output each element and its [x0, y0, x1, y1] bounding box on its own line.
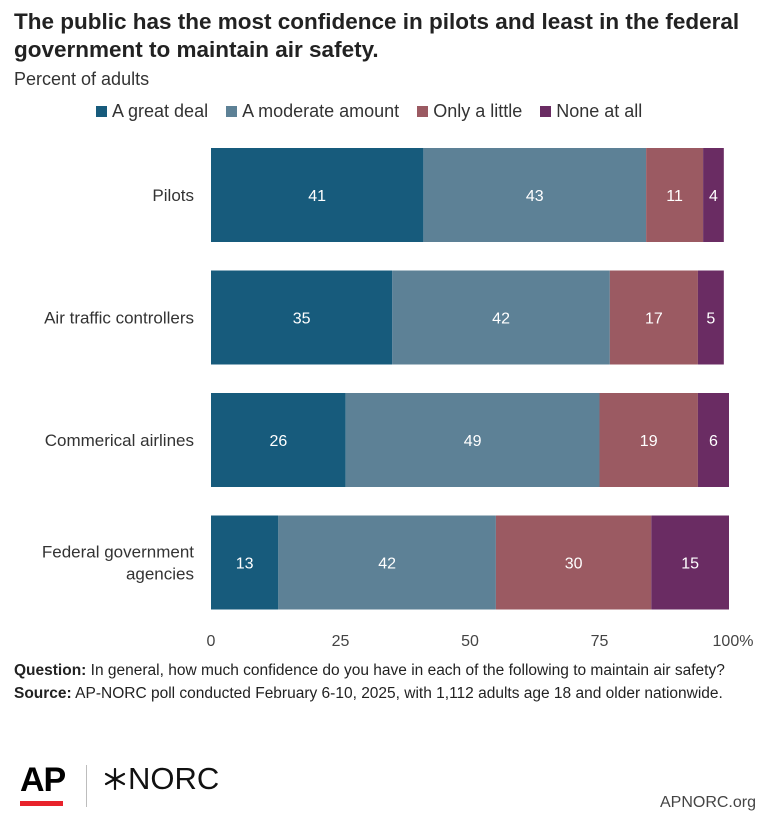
chart-subtitle: Percent of adults [14, 69, 150, 89]
bar-segment-only-a-little-air-traffic-controllers [609, 270, 698, 365]
category-label-air-traffic-controllers: Air traffic controllers [44, 309, 194, 328]
ap-logo: AP [20, 761, 66, 799]
bar-segment-a-moderate-amount-air-traffic-controllers [392, 270, 610, 365]
norc-logo: NORC [104, 761, 219, 797]
legend-label-great-deal: A great deal [112, 101, 209, 121]
source-label: Source: [14, 685, 72, 702]
bar-segment-only-a-little-pilots [646, 148, 704, 242]
bar-segment-only-a-little-federal-government-agencies [495, 515, 652, 610]
bar-segment-a-moderate-amount-commerical-airlines [345, 393, 600, 487]
bar-segment-none-at-all-air-traffic-controllers [697, 270, 724, 365]
data-label-a-great-deal-commerical-airlines: 26 [269, 433, 287, 450]
source-note: Source: AP-NORC poll conducted February … [14, 684, 754, 704]
data-label-a-great-deal-federal-government-agencies: 13 [236, 556, 254, 573]
bar-segment-a-moderate-amount-federal-government-agencies [278, 515, 496, 610]
stacked-bar-chart: Pilots 41 43 11 4 Air traffic controllers 35 42… [42, 148, 754, 650]
legend-item-moderate: A moderate amount [226, 101, 399, 122]
legend-item-little: Only a little [417, 101, 522, 122]
question-note: Question: In general, how much confidenc… [14, 661, 754, 681]
legend-label-moderate: A moderate amount [242, 101, 400, 121]
data-label-a-moderate-amount-federal-government-agencies: 42 [378, 556, 396, 573]
question-text: In general, how much confidence do you h… [90, 662, 725, 679]
data-label-only-a-little-commerical-airlines: 19 [640, 433, 658, 450]
data-label-none-at-all-pilots: 4 [709, 188, 718, 205]
bar-segment-a-great-deal-air-traffic-controllers [211, 270, 393, 365]
bar-segment-none-at-all-pilots [703, 148, 724, 242]
chart-title: The public has the most confidence in pi… [14, 9, 740, 62]
question-label: Question: [14, 662, 87, 679]
bar-segment-a-great-deal-commerical-airlines [211, 393, 346, 487]
legend: A great deal A moderate amount Only a li… [96, 101, 642, 122]
bar-segment-a-great-deal-pilots [211, 148, 424, 242]
legend-swatch-moderate [226, 106, 238, 117]
data-label-a-great-deal-pilots: 41 [308, 188, 326, 205]
bar-segment-none-at-all-commerical-airlines [697, 393, 729, 487]
logo-divider [86, 765, 87, 807]
legend-swatch-little [417, 106, 429, 117]
data-label-a-moderate-amount-commerical-airlines: 49 [464, 433, 482, 450]
data-label-only-a-little-pilots: 11 [666, 188, 683, 205]
legend-item-none: None at all [540, 101, 642, 122]
bar-segment-a-moderate-amount-pilots [423, 148, 647, 242]
data-label-none-at-all-commerical-airlines: 6 [709, 433, 718, 450]
data-label-none-at-all-federal-government-agencies: 15 [681, 556, 699, 573]
x-tick-label-0: 0 [207, 633, 216, 650]
category-label-federal-government-agencies: Federal government agencies [42, 543, 194, 584]
data-label-only-a-little-air-traffic-controllers: 17 [645, 311, 663, 328]
data-label-a-moderate-amount-air-traffic-controllers: 42 [492, 311, 510, 328]
legend-label-none: None at all [556, 101, 643, 121]
notes: Question: In general, how much confidenc… [14, 661, 754, 707]
data-label-a-great-deal-air-traffic-controllers: 35 [293, 311, 311, 328]
norc-star-icon [104, 768, 126, 790]
bar-segment-only-a-little-commerical-airlines [599, 393, 698, 487]
site-url: APNORC.org [659, 794, 756, 811]
footer: AP NORC APNORC.org [0, 755, 768, 815]
ap-logo-bar [20, 801, 63, 806]
legend-item-great-deal: A great deal [96, 101, 208, 122]
source-text: AP-NORC poll conducted February 6-10, 20… [75, 685, 723, 702]
x-tick-label-75: 75 [591, 633, 609, 650]
legend-label-little: Only a little [433, 101, 523, 121]
legend-swatch-none [540, 106, 552, 117]
x-tick-label-50: 50 [461, 633, 479, 650]
norc-logo-text: NORC [128, 761, 220, 796]
category-label-commerical-airlines: Commerical airlines [45, 431, 194, 450]
bar-segment-a-great-deal-federal-government-agencies [211, 515, 279, 610]
data-label-a-moderate-amount-pilots: 43 [526, 188, 544, 205]
data-label-none-at-all-air-traffic-controllers: 5 [706, 311, 715, 328]
legend-swatch-great-deal [96, 106, 107, 117]
category-label-pilots: Pilots [152, 186, 194, 205]
data-label-only-a-little-federal-government-agencies: 30 [565, 556, 583, 573]
bar-segment-none-at-all-federal-government-agencies [651, 515, 729, 610]
x-tick-label-100: 100% [713, 633, 754, 650]
x-tick-label-25: 25 [332, 633, 350, 650]
